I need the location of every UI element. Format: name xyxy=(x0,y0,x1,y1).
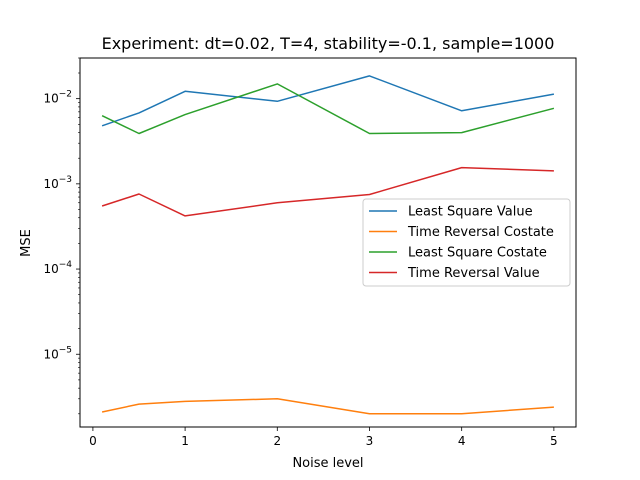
series-line-1 xyxy=(101,75,555,127)
x-axis-ticks: 0 1 2 3 4 5 xyxy=(89,427,558,448)
legend-label-1: Least Square Value xyxy=(408,205,533,220)
x-tick-label: 4 xyxy=(458,434,466,448)
x-tick-label: 0 xyxy=(89,434,97,448)
series-line-2 xyxy=(101,398,554,415)
y-axis-label: MSE xyxy=(19,229,34,257)
legend-label-2: Time Reversal Costate xyxy=(407,225,554,240)
x-tick-label: 5 xyxy=(550,434,558,448)
legend-label-3: Least Square Costate xyxy=(408,246,547,261)
plot-frame xyxy=(79,57,577,428)
legend: Least Square Value Time Reversal Costate L… xyxy=(362,198,571,287)
legend-box xyxy=(362,198,571,287)
x-tick-label: 2 xyxy=(273,434,281,448)
x-tick-label: 3 xyxy=(366,434,374,448)
legend-label-4: Time Reversal Value xyxy=(407,266,540,281)
plot-lines xyxy=(101,75,555,415)
series-line-3 xyxy=(101,83,555,135)
series-line-4 xyxy=(101,166,554,217)
x-axis-label: Noise level xyxy=(292,456,363,471)
x-tick-label: 1 xyxy=(181,434,189,448)
chart-title: Experiment: dt=0.02, T=4, stability=-0.1… xyxy=(102,34,555,53)
